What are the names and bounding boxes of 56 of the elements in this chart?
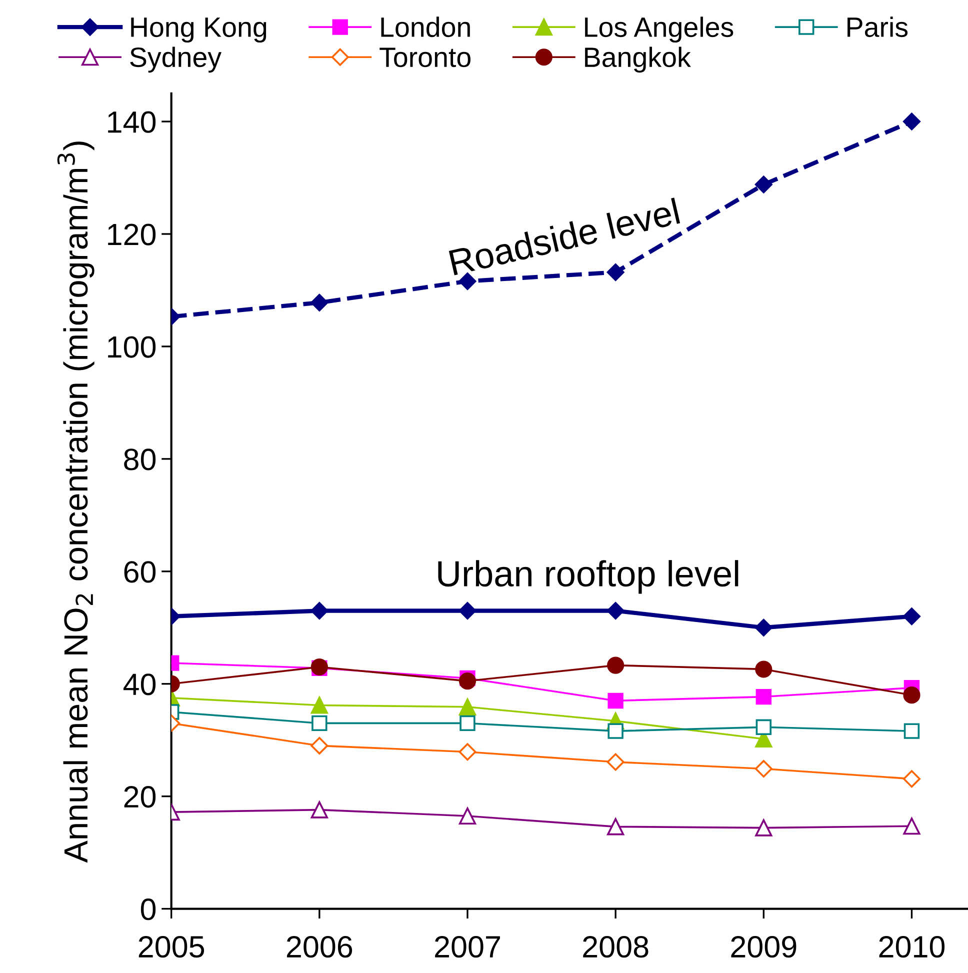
y-tick-label: 140 xyxy=(108,111,156,133)
x-tick-label: 2006 xyxy=(286,936,352,958)
legend-label: Los Angeles xyxy=(585,16,734,43)
legend-label: Bangkok xyxy=(585,46,691,73)
y-tick-label: 100 xyxy=(108,336,156,358)
y-tick-label: 60 xyxy=(124,561,156,583)
point xyxy=(902,608,920,626)
point xyxy=(310,602,328,620)
point xyxy=(606,263,624,281)
point xyxy=(458,602,476,620)
point xyxy=(902,112,920,130)
point xyxy=(756,719,772,735)
point xyxy=(606,753,624,771)
point xyxy=(458,698,476,716)
point xyxy=(608,692,624,709)
point xyxy=(903,818,920,835)
point xyxy=(310,696,328,714)
point xyxy=(606,602,624,620)
point xyxy=(310,801,328,818)
legend-label: London xyxy=(381,16,470,38)
x-tick-label: 2009 xyxy=(731,936,796,958)
point xyxy=(458,672,476,690)
annotation: Urban rooftop level xyxy=(438,560,738,594)
point xyxy=(607,818,624,836)
point xyxy=(460,715,476,732)
x-tick-label: 2007 xyxy=(435,936,500,958)
point xyxy=(754,618,772,636)
annotation: Roadside level xyxy=(448,198,680,276)
point xyxy=(754,176,772,194)
point xyxy=(608,723,624,739)
point xyxy=(904,723,920,739)
x-tick-label: 2008 xyxy=(583,936,648,958)
point xyxy=(458,743,476,761)
point xyxy=(607,656,624,674)
point xyxy=(310,736,328,754)
legend-label: Hong Kong xyxy=(131,18,266,43)
x-tick-label: 2010 xyxy=(879,936,945,958)
legend-label: Toronto xyxy=(380,48,470,68)
point xyxy=(310,294,328,312)
y-tick-label: 80 xyxy=(124,448,156,470)
point xyxy=(754,760,772,778)
y-tick-label: 20 xyxy=(124,786,156,808)
y-tick-label: 0 xyxy=(140,898,156,920)
point xyxy=(755,819,772,836)
point xyxy=(756,688,772,705)
y-tick-label: 40 xyxy=(123,674,156,696)
point xyxy=(902,770,920,788)
legend-label: Paris xyxy=(848,16,908,38)
point xyxy=(755,660,772,678)
legend-label: Sydney xyxy=(130,46,222,73)
point xyxy=(458,807,476,825)
y-axis-title: Annual mean NO$_{2}$ concentration (microgram/m$^{3}$) xyxy=(57,142,94,863)
point xyxy=(312,715,328,732)
point xyxy=(903,686,920,704)
x-tick-label: 2005 xyxy=(138,936,204,958)
y-tick-label: 120 xyxy=(108,224,156,246)
